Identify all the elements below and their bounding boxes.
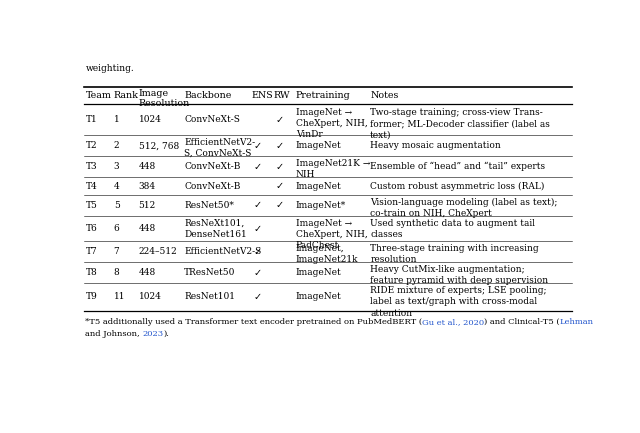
Text: Team: Team xyxy=(86,91,112,100)
Text: Lehman: Lehman xyxy=(560,318,594,326)
Text: 3: 3 xyxy=(114,162,119,171)
Text: ✓: ✓ xyxy=(276,115,284,125)
Text: ImageNet: ImageNet xyxy=(296,141,342,150)
Text: ConvNeXt-B: ConvNeXt-B xyxy=(184,162,241,171)
Text: 512, 768: 512, 768 xyxy=(138,141,179,150)
Text: 5: 5 xyxy=(114,201,120,210)
Text: EfficientNetV2-S: EfficientNetV2-S xyxy=(184,247,261,256)
Text: ✓: ✓ xyxy=(253,200,262,210)
Text: 1: 1 xyxy=(114,115,120,124)
Text: 2023: 2023 xyxy=(142,330,163,338)
Text: 4: 4 xyxy=(114,182,120,191)
Text: 224–512: 224–512 xyxy=(138,247,177,256)
Text: ImageNet →
CheXpert, NIH,
VinDr: ImageNet → CheXpert, NIH, VinDr xyxy=(296,108,367,139)
Text: weighting.: weighting. xyxy=(86,64,134,73)
Text: Two-stage training; cross-view Trans-
former; ML-Decoder classifier (label as
te: Two-stage training; cross-view Trans- fo… xyxy=(370,108,550,139)
Text: T1: T1 xyxy=(86,115,98,124)
Text: Image
Resolution: Image Resolution xyxy=(138,89,190,108)
Text: ✓: ✓ xyxy=(276,181,284,191)
Text: ✓: ✓ xyxy=(276,162,284,172)
Text: T2: T2 xyxy=(86,141,97,150)
Text: T6: T6 xyxy=(86,224,98,233)
Text: ✓: ✓ xyxy=(253,268,262,278)
Text: ImageNet: ImageNet xyxy=(296,182,342,191)
Text: Pretraining: Pretraining xyxy=(296,91,351,100)
Text: T5: T5 xyxy=(86,201,98,210)
Text: T7: T7 xyxy=(86,247,98,256)
Text: 2: 2 xyxy=(114,141,119,150)
Text: TResNet50: TResNet50 xyxy=(184,268,236,277)
Text: Heavy mosaic augmentation: Heavy mosaic augmentation xyxy=(370,141,501,150)
Text: Backbone: Backbone xyxy=(184,91,232,100)
Text: ✓: ✓ xyxy=(276,200,284,210)
Text: Rank: Rank xyxy=(114,91,139,100)
Text: 1024: 1024 xyxy=(138,115,161,124)
Text: ImageNet: ImageNet xyxy=(296,292,342,301)
Text: ✓: ✓ xyxy=(253,292,262,302)
Text: 11: 11 xyxy=(114,292,125,301)
Text: T4: T4 xyxy=(86,182,98,191)
Text: Vision-language modeling (label as text);
co-train on NIH, CheXpert: Vision-language modeling (label as text)… xyxy=(370,197,557,218)
Text: 8: 8 xyxy=(114,268,120,277)
Text: and Johnson,: and Johnson, xyxy=(85,330,142,338)
Text: T9: T9 xyxy=(86,292,98,301)
Text: EfficientNetV2-
S, ConvNeXt-S: EfficientNetV2- S, ConvNeXt-S xyxy=(184,138,255,158)
Text: ✓: ✓ xyxy=(253,141,262,151)
Text: 6: 6 xyxy=(114,224,120,233)
Text: Custom robust asymmetric loss (RAL): Custom robust asymmetric loss (RAL) xyxy=(370,181,545,191)
Text: ImageNet,
ImageNet21k: ImageNet, ImageNet21k xyxy=(296,243,358,264)
Text: ImageNet21K →
NIH: ImageNet21K → NIH xyxy=(296,159,370,179)
Text: Used synthetic data to augment tail
classes: Used synthetic data to augment tail clas… xyxy=(370,219,535,239)
Text: ConvNeXt-S: ConvNeXt-S xyxy=(184,115,240,124)
Text: Heavy CutMix-like augmentation;
feature pyramid with deep supervision: Heavy CutMix-like augmentation; feature … xyxy=(370,265,548,284)
Text: Ensemble of “head” and “tail” experts: Ensemble of “head” and “tail” experts xyxy=(370,162,545,171)
Text: ✓: ✓ xyxy=(253,162,262,172)
Text: *T5 additionally used a Transformer text encoder pretrained on PubMedBERT (: *T5 additionally used a Transformer text… xyxy=(85,318,422,326)
Text: ResNet50*: ResNet50* xyxy=(184,201,234,210)
Text: ✓: ✓ xyxy=(276,141,284,151)
Text: ✓: ✓ xyxy=(253,246,262,256)
Text: ImageNet →
CheXpert, NIH,
PadChest: ImageNet → CheXpert, NIH, PadChest xyxy=(296,219,367,250)
Text: ConvNeXt-B: ConvNeXt-B xyxy=(184,182,241,191)
Text: 448: 448 xyxy=(138,224,156,233)
Text: ImageNet*: ImageNet* xyxy=(296,201,346,210)
Text: RW: RW xyxy=(273,91,290,100)
Text: 1024: 1024 xyxy=(138,292,161,301)
Text: ).: ). xyxy=(163,330,169,338)
Text: RIDE mixture of experts; LSE pooling;
label as text/graph with cross-modal
atten: RIDE mixture of experts; LSE pooling; la… xyxy=(370,286,547,317)
Text: ResNeXt101,
DenseNet161: ResNeXt101, DenseNet161 xyxy=(184,219,247,239)
Text: ) and Clinical-T5 (: ) and Clinical-T5 ( xyxy=(484,318,560,326)
Text: 448: 448 xyxy=(138,162,156,171)
Text: Gu et al., 2020: Gu et al., 2020 xyxy=(422,318,484,326)
Text: 7: 7 xyxy=(114,247,120,256)
Text: ResNet101: ResNet101 xyxy=(184,292,235,301)
Text: 384: 384 xyxy=(138,182,156,191)
Text: Notes: Notes xyxy=(370,91,399,100)
Text: T8: T8 xyxy=(86,268,98,277)
Text: ✓: ✓ xyxy=(253,223,262,233)
Text: ENS: ENS xyxy=(251,91,273,100)
Text: T3: T3 xyxy=(86,162,97,171)
Text: Three-stage training with increasing
resolution: Three-stage training with increasing res… xyxy=(370,243,539,264)
Text: 512: 512 xyxy=(138,201,156,210)
Text: 448: 448 xyxy=(138,268,156,277)
Text: ImageNet: ImageNet xyxy=(296,268,342,277)
